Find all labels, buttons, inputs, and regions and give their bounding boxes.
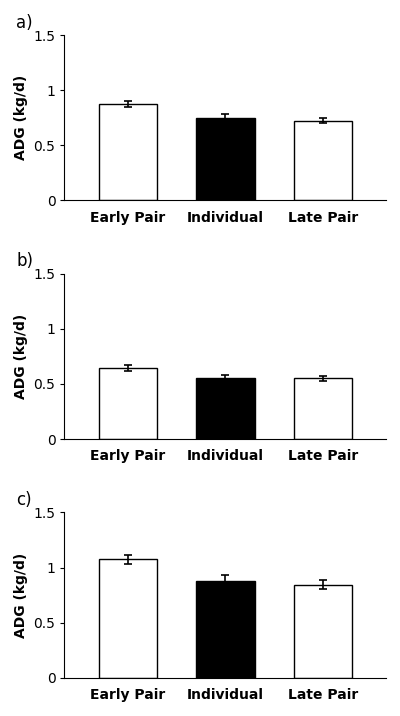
Bar bbox=[98, 368, 157, 439]
Text: c): c) bbox=[16, 491, 32, 509]
Bar bbox=[294, 379, 352, 439]
Bar bbox=[98, 559, 157, 678]
Bar bbox=[294, 120, 352, 200]
Bar bbox=[196, 118, 254, 200]
Bar bbox=[294, 585, 352, 678]
Text: a): a) bbox=[16, 14, 33, 32]
Bar bbox=[196, 378, 254, 439]
Y-axis label: ADG (kg/d): ADG (kg/d) bbox=[14, 75, 28, 160]
Bar bbox=[98, 104, 157, 200]
Y-axis label: ADG (kg/d): ADG (kg/d) bbox=[14, 314, 28, 399]
Text: b): b) bbox=[16, 253, 33, 271]
Bar bbox=[196, 581, 254, 678]
Y-axis label: ADG (kg/d): ADG (kg/d) bbox=[14, 553, 28, 638]
